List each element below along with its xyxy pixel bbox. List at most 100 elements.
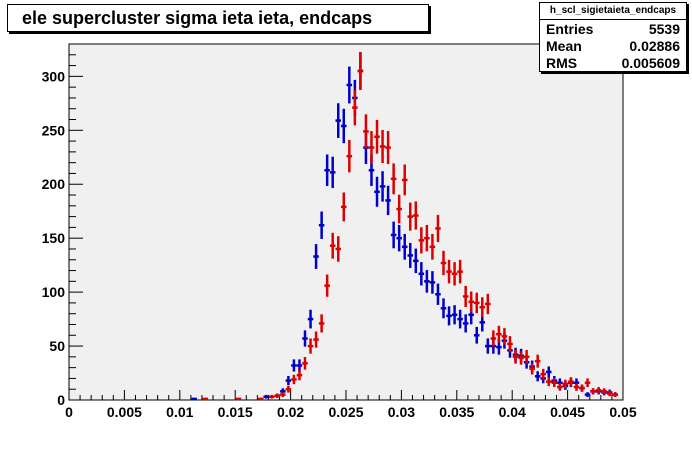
data-point (451, 262, 458, 286)
data-point (435, 283, 441, 305)
data-point (490, 330, 497, 347)
stats-mean-label: Mean (546, 38, 582, 54)
x-tick-label: 0.01 (166, 404, 193, 420)
data-point (468, 291, 474, 313)
data-point (462, 314, 469, 333)
data-point (584, 378, 591, 388)
data-point (446, 259, 452, 284)
x-tick-label: 0.05 (609, 404, 636, 420)
data-point (446, 306, 452, 326)
data-point (202, 397, 209, 401)
data-point (595, 387, 602, 394)
y-tick-label: 100 (42, 284, 66, 300)
x-tick-label: 0.015 (218, 404, 253, 420)
data-point (612, 392, 619, 398)
data-point (379, 171, 386, 202)
data-point (545, 377, 552, 387)
data-point (606, 390, 613, 397)
data-point (413, 248, 419, 274)
stats-row-rms: RMS 0.005609 (546, 55, 680, 72)
series-0 (191, 52, 619, 401)
y-tick-label: 250 (42, 122, 66, 138)
data-point (307, 338, 314, 354)
data-point (318, 314, 325, 333)
data-point (324, 154, 330, 186)
data-point (324, 274, 330, 297)
data-point (401, 233, 408, 260)
data-point (296, 370, 303, 381)
data-point (534, 371, 541, 382)
data-point (379, 129, 386, 164)
data-point (429, 271, 436, 294)
data-point (329, 232, 336, 259)
data-point (385, 131, 391, 165)
data-point (291, 374, 297, 385)
data-point (390, 163, 397, 195)
data-point (584, 392, 591, 398)
stats-histogram-name: h_scl_sigietaieta_endcaps (540, 3, 686, 20)
title-box: ele supercluster sigma ieta ieta, endcap… (7, 4, 429, 32)
data-point (462, 285, 469, 308)
x-tick-label: 0.03 (388, 404, 415, 420)
data-point (485, 338, 491, 354)
data-point (374, 176, 380, 207)
data-point (512, 350, 519, 364)
data-point (435, 214, 441, 243)
data-point (440, 250, 447, 276)
data-point (368, 131, 375, 165)
data-point (418, 262, 425, 286)
data-point (285, 385, 292, 393)
data-point (440, 298, 447, 319)
data-point (313, 244, 319, 269)
series-1 (202, 52, 619, 401)
data-point (451, 305, 458, 325)
data-point (263, 394, 269, 399)
data-point (363, 114, 369, 149)
stats-box: h_scl_sigietaieta_endcaps Entries 5539 M… (539, 2, 687, 72)
data-point (429, 233, 436, 260)
data-point (407, 242, 414, 268)
y-tick-label: 50 (49, 338, 65, 354)
stats-entries-value: 5539 (648, 21, 680, 37)
data-point (396, 194, 402, 224)
data-point (307, 309, 314, 329)
data-point (568, 377, 574, 387)
stats-row-entries: Entries 5539 (546, 21, 680, 38)
data-point (235, 397, 242, 401)
data-point (479, 297, 486, 318)
data-point (346, 139, 353, 173)
data-point (280, 392, 286, 398)
y-tick-label: 150 (42, 230, 66, 246)
data-point (329, 156, 336, 189)
data-point (557, 383, 563, 391)
data-point (496, 325, 502, 343)
data-point (601, 388, 607, 395)
y-axis: 0 50 100 150 200 250 300 (42, 43, 83, 408)
data-point (485, 293, 491, 315)
data-point (346, 66, 353, 104)
data-point (374, 119, 380, 154)
data-point (335, 236, 342, 262)
y-tick-label: 200 (42, 176, 66, 192)
data-point (523, 350, 530, 364)
data-point (424, 224, 430, 252)
data-point (534, 354, 541, 368)
data-point (396, 224, 402, 252)
stats-entries-label: Entries (546, 21, 594, 37)
data-point (257, 397, 264, 401)
data-point (335, 103, 342, 138)
x-tick-label: 0.025 (328, 404, 363, 420)
data-point (390, 221, 397, 249)
data-point (501, 328, 508, 345)
data-point (302, 330, 308, 347)
x-tick-label: 0.045 (550, 404, 585, 420)
data-point (551, 378, 558, 388)
x-tick-label: 0 (65, 404, 73, 420)
chart-title: ele supercluster sigma ieta ieta, endcap… (22, 8, 373, 28)
data-point (473, 292, 480, 314)
data-point (296, 359, 303, 372)
y-tick-label: 0 (57, 392, 65, 408)
data-point (413, 201, 419, 230)
data-point (313, 331, 319, 348)
